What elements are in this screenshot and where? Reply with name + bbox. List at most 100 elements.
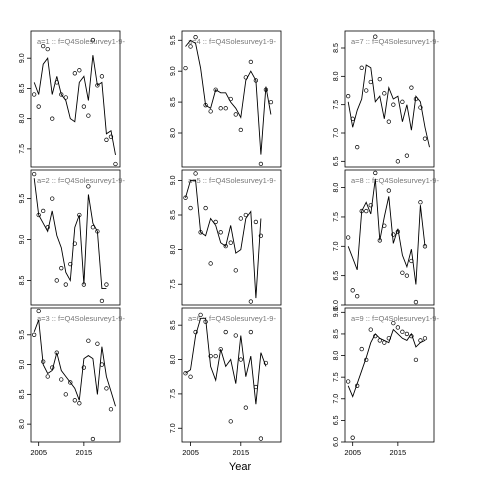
data-point bbox=[413, 357, 419, 363]
panel-5: a=5 :: f=Q4Solesurvey1-9-7.5 8.0 8.5 9.0 bbox=[170, 169, 282, 306]
data-point bbox=[218, 230, 223, 235]
data-point bbox=[203, 103, 208, 108]
data-point bbox=[95, 229, 100, 234]
panel-label: a=9 :: f=Q4Solesurvey1-9- bbox=[351, 314, 439, 323]
y-tick-label: 7.0 bbox=[333, 394, 340, 404]
data-point bbox=[183, 65, 188, 71]
data-point bbox=[41, 43, 46, 49]
data-point bbox=[350, 116, 355, 121]
data-point bbox=[113, 161, 118, 167]
data-point bbox=[108, 407, 114, 412]
data-point bbox=[391, 320, 396, 326]
data-point bbox=[373, 170, 378, 176]
data-point bbox=[81, 282, 87, 287]
x-tick-label: 2015 bbox=[232, 448, 249, 457]
data-point bbox=[45, 374, 50, 379]
series-line bbox=[33, 319, 116, 407]
data-point bbox=[253, 219, 259, 225]
y-tick-label: 8.5 bbox=[333, 43, 340, 53]
data-point bbox=[203, 205, 208, 211]
y-tick-label: 8.0 bbox=[333, 351, 340, 361]
data-point bbox=[99, 74, 105, 79]
data-point bbox=[233, 112, 238, 117]
data-point bbox=[213, 87, 218, 92]
y-tick-label: 9.5 bbox=[19, 330, 26, 340]
panel-6: a=6 :: f=Q4Solesurvey1-9-7.0 7.5 8.0 8.5200… bbox=[170, 307, 282, 457]
data-point bbox=[54, 278, 59, 283]
data-point bbox=[248, 329, 253, 335]
data-point bbox=[223, 106, 228, 111]
data-point bbox=[198, 312, 203, 318]
data-point bbox=[238, 216, 243, 221]
y-tick-label: 8.5 bbox=[19, 275, 26, 285]
data-point bbox=[90, 436, 96, 442]
panel-1: a=1 :: f=Q4Solesurvey1-9-7.5 8.0 8.5 9.0 bbox=[19, 30, 125, 168]
data-point bbox=[77, 212, 82, 218]
data-point bbox=[95, 83, 100, 88]
data-point bbox=[409, 258, 414, 264]
data-point bbox=[68, 380, 73, 385]
data-point bbox=[404, 153, 410, 158]
x-tick-label: 2005 bbox=[182, 448, 199, 457]
data-point bbox=[213, 219, 218, 225]
panel-8: a=8 :: f=Q4Solesurvey1-9-6.0 6.5 7.0 7.5 8.0 bbox=[333, 169, 439, 310]
data-point bbox=[355, 145, 360, 150]
y-tick-label: 8.5 bbox=[333, 329, 340, 339]
data-point bbox=[183, 195, 188, 200]
series-line bbox=[347, 178, 426, 285]
data-point bbox=[90, 225, 96, 230]
data-point bbox=[346, 94, 351, 99]
data-point bbox=[203, 319, 208, 324]
panel-label: a=3 :: f=Q4Solesurvey1-9- bbox=[37, 314, 125, 323]
series-line bbox=[347, 328, 426, 398]
data-point bbox=[99, 298, 105, 304]
data-point bbox=[218, 106, 223, 111]
panel-9: a=9 :: f=Q4Solesurvey1-9-6.0 6.5 7.0 7.5 8.0… bbox=[333, 307, 439, 457]
panel-label: a=8 :: f=Q4Solesurvey1-9- bbox=[351, 176, 439, 185]
x-axis-title: Year bbox=[229, 461, 252, 473]
y-tick-label: 9.0 bbox=[333, 307, 340, 317]
data-point bbox=[391, 232, 396, 237]
data-point bbox=[418, 200, 423, 205]
data-point bbox=[253, 78, 259, 83]
y-tick-label: 8.5 bbox=[170, 97, 177, 107]
data-point bbox=[54, 80, 59, 85]
y-tick-label: 9.5 bbox=[19, 194, 26, 204]
y-tick-label: 6.5 bbox=[333, 415, 340, 425]
data-point bbox=[228, 240, 233, 245]
data-point bbox=[193, 329, 198, 335]
data-point bbox=[263, 360, 269, 366]
data-point bbox=[350, 288, 355, 293]
y-tick-label: 8.0 bbox=[19, 419, 26, 429]
data-point bbox=[377, 338, 382, 343]
y-tick-label: 6.5 bbox=[333, 271, 340, 281]
y-tick-label: 8.0 bbox=[333, 71, 340, 81]
data-point bbox=[409, 333, 414, 339]
y-tick-label: 7.0 bbox=[333, 128, 340, 138]
data-point bbox=[238, 127, 243, 133]
data-point bbox=[243, 212, 248, 218]
data-point bbox=[228, 419, 233, 424]
data-point bbox=[208, 353, 213, 359]
panel-4: a=4 :: f=Q4Solesurvey1-9-8.0 8.5 9.0 9.5 bbox=[170, 30, 282, 168]
data-point bbox=[258, 161, 264, 167]
data-point bbox=[268, 99, 274, 105]
data-point bbox=[36, 104, 41, 109]
y-tick-label: 8.5 bbox=[170, 210, 177, 220]
data-point bbox=[364, 357, 369, 363]
y-tick-label: 8.5 bbox=[19, 389, 26, 399]
y-tick-label: 7.5 bbox=[170, 279, 177, 289]
data-point bbox=[50, 196, 55, 201]
data-point bbox=[72, 241, 77, 246]
data-point bbox=[32, 171, 37, 177]
panel-frame bbox=[181, 169, 282, 306]
panel-label: a=1 :: f=Q4Solesurvey1-9- bbox=[37, 37, 125, 46]
series-line bbox=[185, 317, 267, 405]
series-line bbox=[185, 179, 262, 299]
y-tick-label: 7.5 bbox=[19, 144, 26, 154]
data-point bbox=[395, 159, 401, 164]
panel-frame bbox=[30, 169, 121, 306]
data-point bbox=[228, 96, 233, 102]
data-point bbox=[382, 91, 387, 96]
